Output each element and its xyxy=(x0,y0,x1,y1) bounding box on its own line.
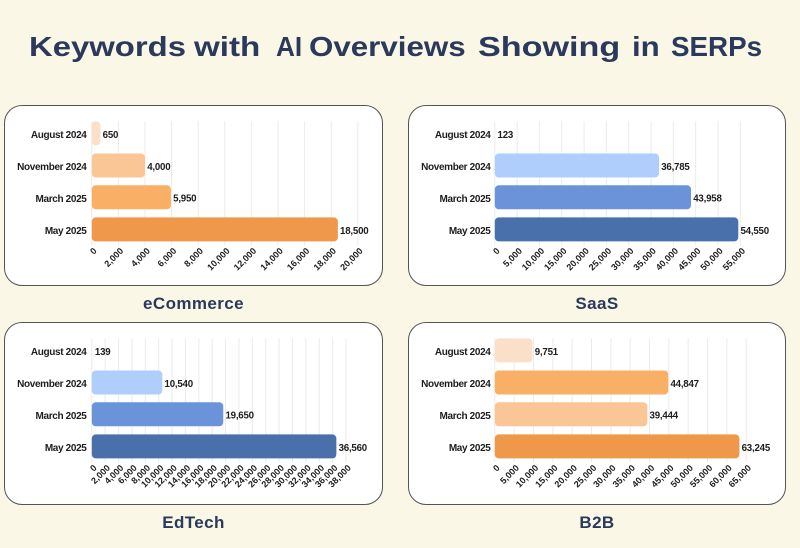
svg-text:20,000: 20,000 xyxy=(564,245,591,272)
svg-text:650: 650 xyxy=(103,129,119,140)
svg-text:18,500: 18,500 xyxy=(340,225,368,236)
svg-text:May 2025: May 2025 xyxy=(45,443,87,454)
svg-text:43,958: 43,958 xyxy=(693,193,722,204)
svg-text:0: 0 xyxy=(88,463,99,474)
svg-text:May 2025: May 2025 xyxy=(45,225,87,236)
svg-text:25,000: 25,000 xyxy=(587,245,614,272)
svg-text:August 2024: August 2024 xyxy=(435,347,491,358)
svg-text:November 2024: November 2024 xyxy=(421,379,491,390)
svg-text:November 2024: November 2024 xyxy=(421,162,491,173)
svg-text:0: 0 xyxy=(491,245,502,256)
svg-text:54,550: 54,550 xyxy=(740,225,768,236)
svg-text:139: 139 xyxy=(95,347,111,358)
svg-text:0: 0 xyxy=(491,463,502,474)
svg-text:March 2025: March 2025 xyxy=(440,193,492,204)
svg-text:November 2024: November 2024 xyxy=(17,379,87,390)
svg-text:10,000: 10,000 xyxy=(520,245,547,272)
svg-text:March 2025: March 2025 xyxy=(36,411,88,422)
svg-text:123: 123 xyxy=(498,129,514,140)
svg-text:20,000: 20,000 xyxy=(338,245,365,272)
svg-text:0: 0 xyxy=(88,245,99,256)
svg-text:March 2025: March 2025 xyxy=(440,411,492,422)
svg-text:18,000: 18,000 xyxy=(312,245,339,272)
svg-text:39,444: 39,444 xyxy=(650,411,679,422)
svg-text:May 2025: May 2025 xyxy=(449,225,491,236)
svg-text:4,000: 4,000 xyxy=(147,161,170,172)
svg-text:44,847: 44,847 xyxy=(670,379,698,390)
svg-text:August 2024: August 2024 xyxy=(31,129,87,140)
svg-text:November 2024: November 2024 xyxy=(17,162,87,173)
svg-text:55,000: 55,000 xyxy=(721,245,748,272)
svg-text:36,785: 36,785 xyxy=(661,161,690,172)
svg-text:12,000: 12,000 xyxy=(232,245,259,272)
svg-text:36,560: 36,560 xyxy=(339,443,367,454)
svg-text:14,000: 14,000 xyxy=(258,245,285,272)
svg-text:63,245: 63,245 xyxy=(742,443,771,454)
svg-text:May 2025: May 2025 xyxy=(449,443,491,454)
svg-text:10,000: 10,000 xyxy=(205,245,232,272)
svg-text:19,650: 19,650 xyxy=(225,411,253,422)
svg-text:15,000: 15,000 xyxy=(542,245,569,272)
svg-text:9,751: 9,751 xyxy=(535,347,559,358)
svg-text:50,000: 50,000 xyxy=(698,245,725,272)
svg-text:40,000: 40,000 xyxy=(654,245,681,272)
svg-text:5,950: 5,950 xyxy=(173,193,196,204)
svg-text:August 2024: August 2024 xyxy=(31,347,87,358)
svg-text:8,000: 8,000 xyxy=(182,245,205,268)
svg-text:6,000: 6,000 xyxy=(156,245,179,268)
svg-text:2,000: 2,000 xyxy=(102,245,125,268)
svg-text:August 2024: August 2024 xyxy=(435,129,491,140)
svg-text:16,000: 16,000 xyxy=(285,245,312,272)
svg-text:4,000: 4,000 xyxy=(129,245,152,268)
svg-text:45,000: 45,000 xyxy=(676,245,703,272)
svg-text:10,540: 10,540 xyxy=(165,379,193,390)
svg-text:35,000: 35,000 xyxy=(631,245,658,272)
svg-text:March 2025: March 2025 xyxy=(36,193,88,204)
svg-text:30,000: 30,000 xyxy=(609,245,636,272)
